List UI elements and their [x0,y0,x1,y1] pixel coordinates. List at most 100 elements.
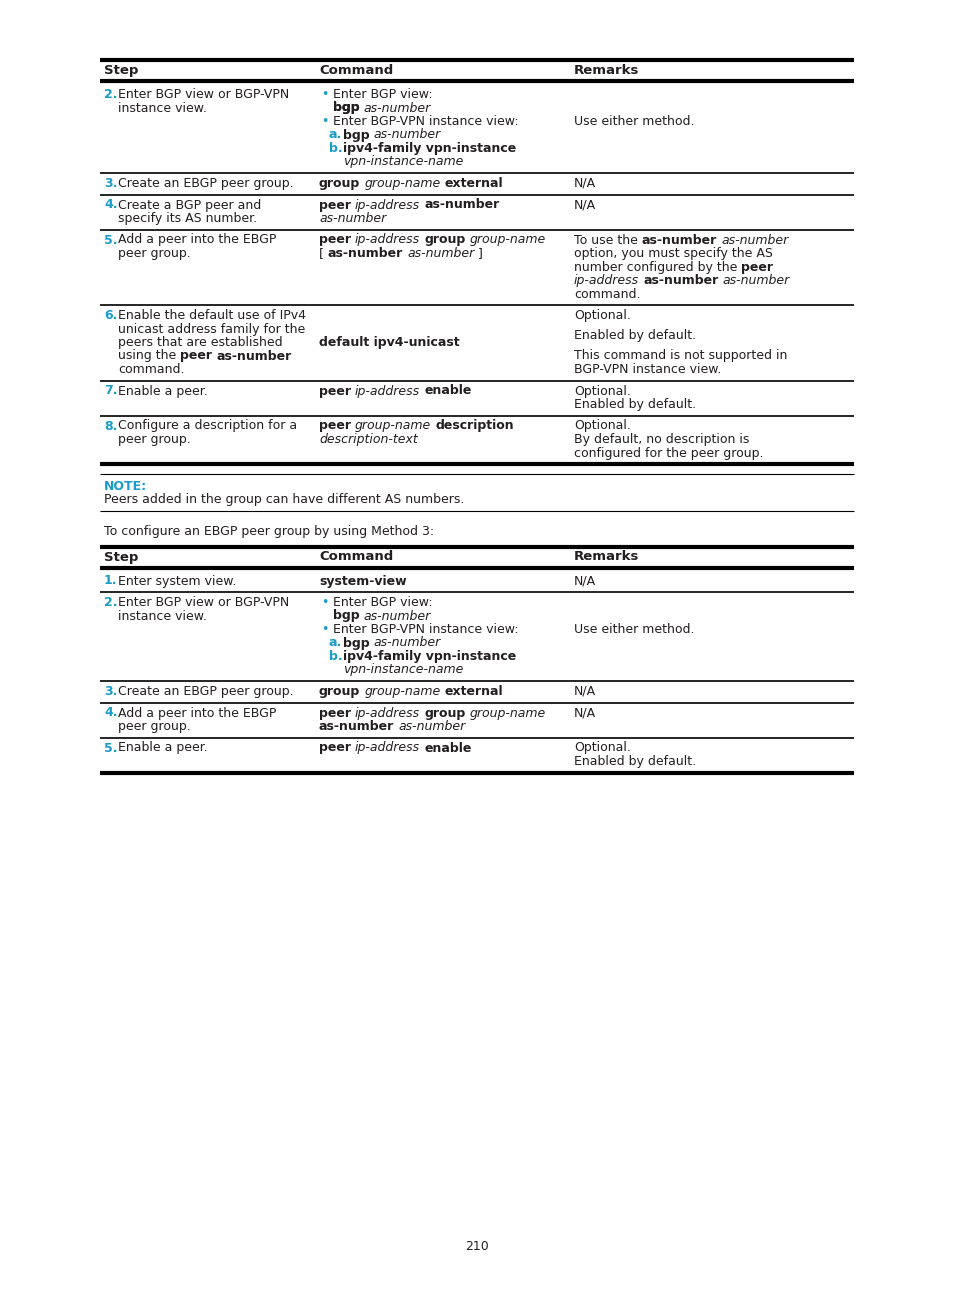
Text: peer: peer [318,741,351,754]
Text: Enabled by default.: Enabled by default. [574,756,696,769]
Text: bgp: bgp [333,101,359,114]
Text: bgp: bgp [333,609,359,622]
Text: 2.: 2. [104,596,117,609]
Text: ip-address: ip-address [355,198,419,211]
Text: peer group.: peer group. [118,721,191,734]
Text: peer: peer [180,350,212,363]
Text: N/A: N/A [574,706,596,719]
Text: ip-address: ip-address [355,741,419,754]
Text: ipv4-family vpn-instance: ipv4-family vpn-instance [343,143,516,156]
Text: as-number: as-number [397,721,465,734]
Text: This command is not supported in: This command is not supported in [574,350,786,363]
Text: peer: peer [740,260,773,273]
Text: 4.: 4. [104,198,117,211]
Text: number configured by the: number configured by the [574,260,740,273]
Text: Peers added in the group can have different AS numbers.: Peers added in the group can have differ… [104,494,464,507]
Text: Add a peer into the EBGP: Add a peer into the EBGP [118,706,276,719]
Text: Enter BGP view or BGP-VPN: Enter BGP view or BGP-VPN [118,596,289,609]
Text: Optional.: Optional. [574,420,630,433]
Text: description: description [435,420,514,433]
Text: ip-address: ip-address [355,385,419,398]
Text: 3.: 3. [104,178,117,191]
Text: Add a peer into the EBGP: Add a peer into the EBGP [118,233,276,246]
Text: Optional.: Optional. [574,385,630,398]
Text: Step: Step [104,64,138,76]
Text: 8.: 8. [104,420,117,433]
Text: as-number: as-number [216,350,292,363]
Text: instance view.: instance view. [118,609,207,622]
Text: default ipv4-unicast: default ipv4-unicast [318,336,459,349]
Text: specify its AS number.: specify its AS number. [118,213,257,226]
Text: group: group [318,686,360,699]
Text: Optional.: Optional. [574,741,630,754]
Text: peer group.: peer group. [118,248,191,260]
Text: group: group [318,178,360,191]
Text: configured for the peer group.: configured for the peer group. [574,447,762,460]
Text: as-number: as-number [363,101,431,114]
Text: Use either method.: Use either method. [574,623,694,636]
Text: Step: Step [104,551,138,564]
Text: N/A: N/A [574,178,596,191]
Text: as-number: as-number [318,213,386,226]
Text: peers that are established: peers that are established [118,336,282,349]
Text: Enter BGP-VPN instance view:: Enter BGP-VPN instance view: [333,115,518,128]
Text: 2.: 2. [104,88,117,101]
Text: Remarks: Remarks [574,551,639,564]
Text: [: [ [318,248,328,260]
Text: group: group [424,233,465,246]
Text: Remarks: Remarks [574,64,639,76]
Text: group: group [424,706,465,719]
Text: Command: Command [318,551,393,564]
Text: 3.: 3. [104,686,117,699]
Text: command.: command. [118,363,184,376]
Text: •: • [320,623,328,636]
Text: as-number: as-number [407,248,474,260]
Text: BGP-VPN instance view.: BGP-VPN instance view. [574,363,720,376]
Text: as-number: as-number [641,233,717,246]
Text: command.: command. [574,288,639,301]
Text: Enter BGP view or BGP-VPN: Enter BGP view or BGP-VPN [118,88,289,101]
Text: Configure a description for a: Configure a description for a [118,420,296,433]
Text: Create an EBGP peer group.: Create an EBGP peer group. [118,686,294,699]
Text: as-number: as-number [721,273,789,286]
Text: By default, no description is: By default, no description is [574,433,749,446]
Text: b.: b. [329,651,342,664]
Text: group-name: group-name [469,233,545,246]
Text: as-number: as-number [424,198,498,211]
Text: Enter BGP view:: Enter BGP view: [333,596,432,609]
Text: •: • [320,596,328,609]
Text: Enabled by default.: Enabled by default. [574,329,696,342]
Text: option, you must specify the AS: option, you must specify the AS [574,248,772,260]
Text: b.: b. [329,143,342,156]
Text: Enter BGP view:: Enter BGP view: [333,88,432,101]
Text: bgp: bgp [343,128,369,141]
Text: peer: peer [318,385,351,398]
Text: N/A: N/A [574,686,596,699]
Text: peer: peer [318,233,351,246]
Text: description-text: description-text [318,433,417,446]
Text: Enter system view.: Enter system view. [118,574,236,587]
Text: group-name: group-name [364,686,440,699]
Text: Command: Command [318,64,393,76]
Text: 6.: 6. [104,308,117,321]
Text: Optional.: Optional. [574,308,630,321]
Text: ipv4-family vpn-instance: ipv4-family vpn-instance [343,651,516,664]
Text: Create a BGP peer and: Create a BGP peer and [118,198,261,211]
Text: peer: peer [318,420,351,433]
Text: peer: peer [318,706,351,719]
Text: group-name: group-name [469,706,545,719]
Text: 7.: 7. [104,385,117,398]
Text: using the: using the [118,350,180,363]
Text: Create an EBGP peer group.: Create an EBGP peer group. [118,178,294,191]
Text: 5.: 5. [104,233,117,246]
Text: a.: a. [329,128,342,141]
Text: bgp: bgp [333,101,359,114]
Text: Enable the default use of IPv4: Enable the default use of IPv4 [118,308,306,321]
Text: as-number: as-number [318,721,394,734]
Text: as-number: as-number [374,128,440,141]
Text: Enter BGP-VPN instance view:: Enter BGP-VPN instance view: [333,623,518,636]
Text: N/A: N/A [574,574,596,587]
Text: as-number: as-number [374,636,440,649]
Text: Enable a peer.: Enable a peer. [118,385,208,398]
Text: as-number: as-number [363,609,431,622]
